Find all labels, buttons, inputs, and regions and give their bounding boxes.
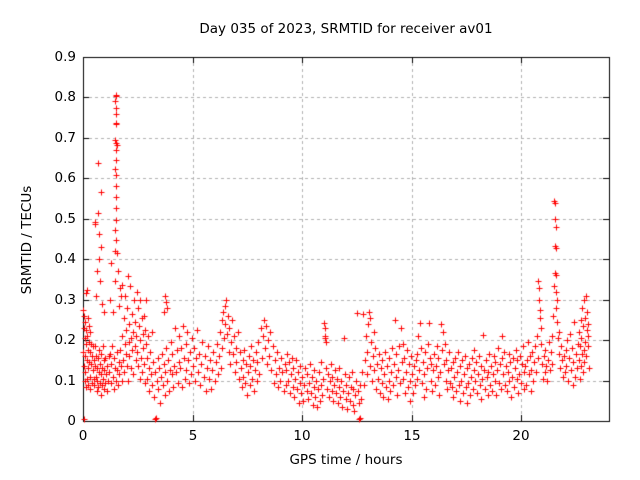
x-tick-label: 5: [188, 428, 198, 444]
y-tick-label: 0.3: [54, 292, 76, 308]
y-tick-label: 0: [67, 413, 76, 429]
y-tick-label: 0.5: [54, 211, 76, 227]
y-tick-label: 0.9: [54, 49, 76, 65]
y-tick-label: 0.1: [54, 373, 76, 389]
y-tick-label: 0.2: [54, 332, 76, 348]
x-tick-label: 15: [403, 428, 421, 444]
x-tick-label: 0: [78, 428, 88, 444]
y-tick-label: 0.8: [54, 89, 76, 105]
x-tick-label: 10: [293, 428, 311, 444]
x-axis-title: GPS time / hours: [289, 452, 403, 468]
chart-title: Day 035 of 2023, SRMTID for receiver av0…: [199, 21, 493, 37]
y-tick-label: 0.4: [54, 251, 76, 267]
y-axis-title: SRMTID / TECUs: [19, 185, 35, 295]
y-tick-label: 0.6: [54, 170, 76, 186]
x-tick-label: 20: [512, 428, 530, 444]
y-tick-label: 0.7: [54, 130, 76, 146]
